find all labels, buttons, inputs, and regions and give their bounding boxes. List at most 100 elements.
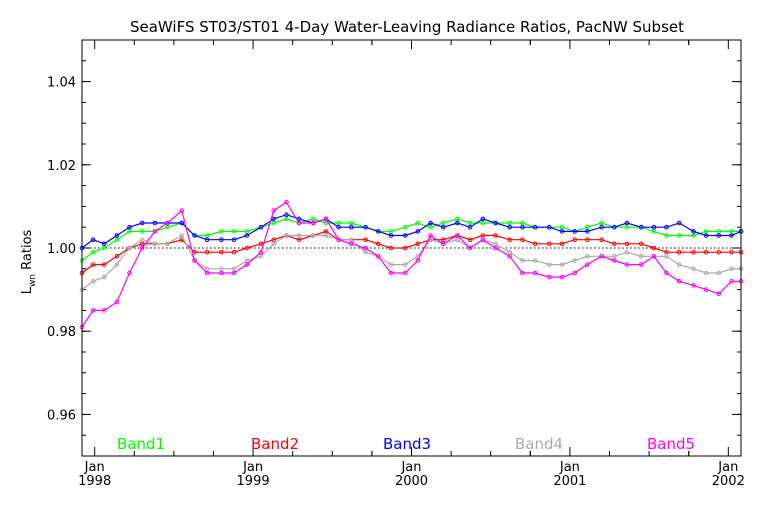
data-point [612,224,617,230]
axes: 0.960.981.001.021.04Jan1998Jan1999Jan200… [47,39,745,489]
y-axis-title: Lwn Ratios [20,229,38,294]
data-point [638,224,644,230]
data-point [296,220,302,226]
data-point [388,229,394,234]
data-point [219,237,224,242]
data-point [691,283,696,288]
data-point [363,245,368,251]
data-point [244,233,250,238]
data-point [139,241,145,247]
data-point [114,262,120,267]
data-point [349,241,354,247]
data-point [375,241,381,247]
data-point [520,220,525,226]
data-point [585,224,590,230]
data-point [296,233,302,238]
data-point [219,229,224,234]
data-point [231,270,237,276]
data-point [349,237,354,242]
data-point [716,229,722,234]
data-point [493,245,498,251]
data-point [402,270,408,276]
data-point [532,258,538,263]
data-point [547,274,552,280]
series-line [81,234,741,291]
data-point [204,249,210,255]
data-point [624,224,630,230]
series-band4 [79,233,744,292]
x-tick-month: Jan [559,460,580,475]
data-point [284,199,289,205]
data-point [244,229,250,234]
data-point [258,224,264,230]
data-point [716,270,722,276]
x-tick-month: Jan [717,460,738,475]
data-point [428,233,433,238]
data-point [311,233,316,238]
data-point [388,233,394,238]
data-point [90,249,96,255]
data-point [559,241,565,247]
x-tick-year: 2001 [553,474,586,489]
data-point [624,220,630,226]
chart-title: SeaWiFS ST03/ST01 4-Day Water-Leaving Ra… [130,18,684,36]
data-point [179,233,185,238]
data-point [691,229,696,234]
data-point [559,274,565,280]
data-point [547,262,552,267]
data-point [428,224,433,230]
data-point [402,233,408,238]
data-point [90,308,96,313]
data-point [152,241,158,247]
plot-frame [81,39,742,457]
data-point [284,216,289,222]
data-point [585,262,590,267]
data-point [467,245,473,251]
data-point [139,229,145,234]
data-point [311,216,316,222]
data-point [493,241,498,247]
data-point [284,233,289,238]
data-point [296,237,302,242]
data-point [547,241,552,247]
data-point [375,229,381,234]
y-tick-label: 1.04 [47,76,76,91]
data-point [231,229,237,234]
data-point [467,237,473,242]
data-point [480,216,486,222]
data-point [691,249,696,255]
data-point [219,249,224,255]
x-tick-month: Jan [400,460,421,475]
data-point [231,266,237,272]
series-line [81,230,741,274]
data-point [691,233,696,238]
data-point [101,262,107,267]
data-point [271,241,277,247]
data-point [139,237,145,242]
svg-text:Lwn Ratios: Lwn Ratios [20,229,38,294]
data-point [729,279,734,284]
x-tick-year: 2002 [712,474,745,489]
data-point [204,233,210,238]
y-tick-label: 1.00 [47,242,76,257]
data-point [258,249,264,255]
data-point [599,237,604,242]
data-point [363,237,368,242]
data-point [612,253,617,259]
data-point [363,249,368,255]
legend-band1: Band1 [117,435,165,453]
y-axis-title-sub: wn [28,274,38,287]
data-point [311,220,316,226]
data-point [219,266,224,272]
legend: Band1 Band2 Band3 Band4 Band5 [117,435,695,453]
y-tick-label: 0.96 [47,408,76,423]
data-point [691,266,696,272]
data-point [455,220,460,226]
data-point [507,253,513,259]
y-tick-label: 1.02 [47,159,76,174]
data-point [402,245,408,251]
series-line [81,201,741,328]
data-point [467,220,473,226]
data-point [676,233,682,238]
data-point [638,253,644,259]
